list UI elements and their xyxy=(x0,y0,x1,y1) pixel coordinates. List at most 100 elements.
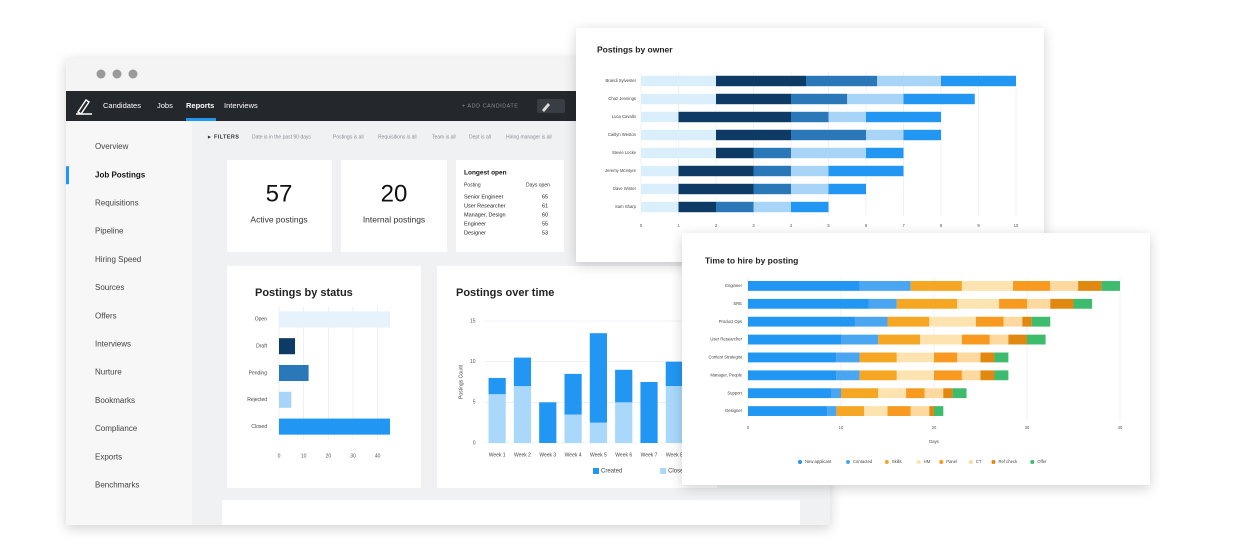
filter-item[interactable]: Postings is all xyxy=(333,134,364,140)
sidebar-item[interactable]: Sources xyxy=(95,283,124,292)
bar-segment xyxy=(641,129,716,141)
y-tick-label: Dave Winter xyxy=(613,186,637,191)
bar-segment xyxy=(488,394,506,443)
x-tick-label: Week 1 xyxy=(489,452,506,458)
bar-segment xyxy=(957,352,981,363)
bar-segment xyxy=(791,165,829,177)
nav-item[interactable]: Jobs xyxy=(157,101,173,110)
bar-segment xyxy=(615,369,633,403)
x-tick-label: 0 xyxy=(747,425,750,430)
bar-segment xyxy=(854,316,888,327)
bar-segment xyxy=(748,334,841,345)
filters-label[interactable]: FILTERS xyxy=(214,134,239,140)
legend-swatch xyxy=(939,460,944,464)
x-tick-label: 7 xyxy=(902,223,905,228)
bar-segment xyxy=(641,147,716,159)
y-tick-label: Rejected xyxy=(247,397,267,403)
y-tick-label: Brandi Sylvester xyxy=(606,78,637,83)
bar-segment xyxy=(859,352,897,363)
nav-item[interactable]: Candidates xyxy=(103,101,141,110)
sidebar xyxy=(66,121,192,525)
bar-segment xyxy=(589,422,608,443)
bar-segment xyxy=(665,361,683,387)
legend-label: Panel xyxy=(946,459,957,464)
sidebar-item[interactable]: Hiring Speed xyxy=(95,255,141,264)
bar-segment xyxy=(716,129,791,141)
sidebar-item[interactable]: Benchmarks xyxy=(95,481,139,490)
bar-segment xyxy=(929,316,976,327)
y-tick-label: Caitlyn Weston xyxy=(608,132,637,137)
stat-card xyxy=(341,160,447,252)
filter-item[interactable]: Requisitions is all xyxy=(378,134,417,140)
sidebar-item[interactable]: Offers xyxy=(95,311,117,320)
table-header: Days open xyxy=(526,182,550,188)
filter-item[interactable]: Dept is all xyxy=(469,134,491,140)
bar-segment xyxy=(753,147,791,159)
bar-segment xyxy=(836,406,865,416)
time-to-hire-chart: Time to hire by posting 0 10 20 30 40 Engineer… xyxy=(705,255,1123,464)
legend-label: Closed xyxy=(668,469,687,475)
bar-segment xyxy=(1003,316,1023,327)
stat-value: 20 xyxy=(381,180,408,207)
y-tick-label: Support xyxy=(727,390,743,395)
sidebar-items: Overview Job Postings Requisitions Pipeline… xyxy=(66,142,146,490)
bar-segment xyxy=(1027,334,1046,345)
owner-chart: Postings by owner 0 1 2 3 4 5 6 7 8 9 10 Brandi Sylv… xyxy=(597,44,1019,228)
filter-item[interactable]: Hiring manager is all xyxy=(506,134,552,140)
x-tick-label: 5 xyxy=(827,223,830,228)
bar-segment xyxy=(841,388,879,399)
y-tick-label: 0 xyxy=(473,440,476,446)
bar-segment xyxy=(943,388,953,399)
filter-item[interactable]: Team is all xyxy=(432,134,456,140)
logo xyxy=(76,99,92,115)
owner-card xyxy=(576,28,1044,262)
bar-segment xyxy=(1027,298,1051,309)
bar-segment xyxy=(896,298,958,309)
nav-item[interactable]: Reports xyxy=(186,101,214,110)
legend-label: Created xyxy=(601,469,622,475)
x-tick-label: 40 xyxy=(1118,425,1123,430)
bar-segment xyxy=(641,165,679,177)
table-cell: 60 xyxy=(542,212,548,218)
bar-segment xyxy=(989,334,1009,345)
x-tick-label: 8 xyxy=(940,223,943,228)
chart-card xyxy=(227,266,421,488)
y-tick-label: Draft xyxy=(256,344,267,350)
sidebar-item[interactable]: Interviews xyxy=(95,340,131,349)
bar-segment xyxy=(961,281,1014,291)
legend-label: CT xyxy=(976,459,982,464)
bar-segment xyxy=(828,165,904,177)
status-chart: Postings by status 0 10 20 30 40 Open Draft Pend… xyxy=(247,287,390,459)
bar-segment xyxy=(1101,281,1120,291)
bar-segment xyxy=(716,201,754,213)
bar-segment xyxy=(952,388,967,399)
nav-item[interactable]: Interviews xyxy=(224,101,258,110)
bar-segment xyxy=(1013,281,1051,291)
bar-segment xyxy=(791,147,866,159)
edit-button[interactable] xyxy=(537,99,565,113)
bar-segment xyxy=(564,414,582,443)
filter-item[interactable]: Date is in the past 90 days xyxy=(252,134,311,140)
bar-segment xyxy=(961,370,981,381)
sidebar-item[interactable]: Pipeline xyxy=(95,227,124,236)
sidebar-item[interactable]: Compliance xyxy=(95,424,138,433)
legend-swatch xyxy=(1030,460,1035,464)
y-tick-label: Designer xyxy=(725,408,742,413)
sidebar-item[interactable]: Requisitions xyxy=(95,199,139,208)
sidebar-item[interactable]: Overview xyxy=(95,142,129,151)
legend-label: Contacted xyxy=(853,459,873,464)
add-candidate[interactable]: + ADD CANDIDATE xyxy=(462,103,518,109)
sidebar-item[interactable]: Nurture xyxy=(95,368,122,377)
x-tick-label: 10 xyxy=(301,453,307,459)
bar-segment xyxy=(748,316,855,327)
y-axis-label: Postings Count xyxy=(458,364,464,399)
bar-segment xyxy=(961,334,990,345)
bar-segment xyxy=(791,111,829,123)
edit-icon xyxy=(542,103,550,112)
sidebar-item[interactable]: Exports xyxy=(95,452,122,461)
legend-swatch xyxy=(916,460,921,464)
x-tick-label: 20 xyxy=(326,453,332,459)
sidebar-item[interactable]: Bookmarks xyxy=(95,396,135,405)
x-tick-label: Week 5 xyxy=(590,452,607,458)
sidebar-item[interactable]: Job Postings xyxy=(95,170,146,179)
